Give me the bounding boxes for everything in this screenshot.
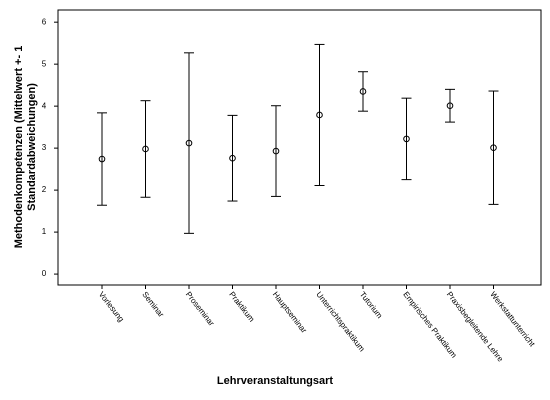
y-tick-label: 0	[42, 269, 47, 278]
y-tick-label: 3	[42, 143, 47, 152]
y-tick-label: 4	[42, 101, 47, 110]
mean-marker	[403, 135, 410, 143]
x-tick-label: Vorlesung	[97, 290, 126, 324]
mean-marker	[490, 144, 497, 152]
x-axis-label: Lehrveranstaltungsart	[217, 375, 333, 387]
mean-marker	[185, 139, 193, 147]
mean-marker	[98, 155, 106, 163]
y-tick-label: 5	[42, 59, 47, 68]
x-tick-label: Tutorium	[358, 290, 385, 320]
x-tick-label: Werkstattunterricht	[488, 290, 537, 349]
x-tick-label: Seminar	[140, 290, 166, 319]
y-tick-label: 6	[42, 17, 47, 26]
y-tick-label: 1	[42, 227, 47, 236]
x-tick-label: Proseminar	[184, 290, 216, 328]
x-tick-label: Unterrichtspraktikum	[314, 290, 366, 354]
mean-marker	[446, 102, 454, 110]
mean-marker	[359, 88, 367, 95]
y-axis-label: Methodenkompetenzen (Mittelwert +- 1	[13, 46, 25, 249]
mean-marker	[272, 147, 280, 155]
mean-marker	[142, 145, 149, 153]
mean-marker	[316, 111, 323, 119]
y-tick-label: 2	[42, 185, 47, 194]
mean-marker	[229, 154, 236, 162]
plot-frame	[57, 9, 542, 286]
x-tick-label: Hauptseminar	[271, 290, 309, 335]
x-tick-label: Praktikum	[227, 290, 256, 324]
y-axis-label: Standardabweichungen)	[26, 83, 38, 211]
